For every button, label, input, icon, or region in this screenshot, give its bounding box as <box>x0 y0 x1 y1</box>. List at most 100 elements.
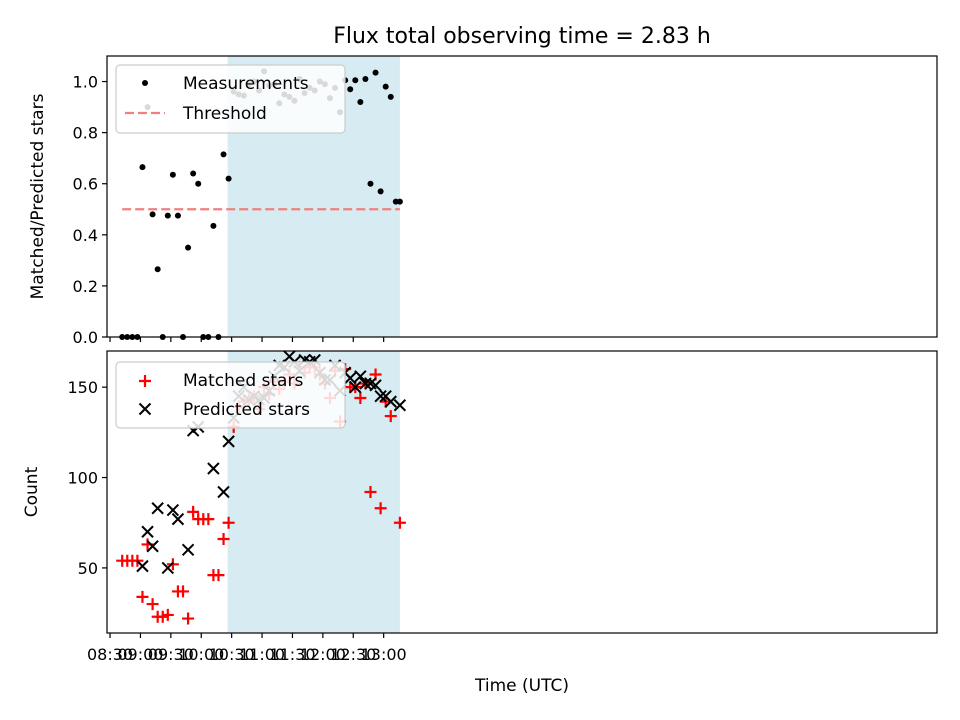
xtick-label: 12:00 <box>300 645 346 664</box>
bottom-y-ticks: 50 100 150 <box>67 378 107 578</box>
predicted-star-point <box>222 435 235 448</box>
measurement-point <box>190 170 197 177</box>
xtick-label: 09:00 <box>117 645 163 664</box>
measurement-point <box>220 151 227 158</box>
legend-measurement-marker <box>142 80 148 86</box>
bottom-legend-box <box>115 361 346 429</box>
matched-star-point <box>187 505 200 518</box>
predicted-star-point <box>384 395 397 408</box>
top-legend-box <box>115 64 346 134</box>
bottom-ytick-label: 150 <box>67 378 98 397</box>
measurement-point <box>225 175 232 182</box>
measurement-point <box>357 98 364 105</box>
predicted-star-point <box>359 377 372 390</box>
bottom-x-ticks: 08:3009:0009:3010:0010:3011:0011:3012:00… <box>87 633 407 664</box>
predicted-star-point <box>166 503 180 517</box>
matched-star-point <box>177 585 190 598</box>
measurement-point <box>396 198 403 205</box>
matched-star-point <box>136 590 149 603</box>
top-ytick-label: 1.0 <box>73 73 98 92</box>
predicted-star-point <box>171 512 185 526</box>
predicted-star-point <box>161 561 175 575</box>
measurement-point <box>174 212 181 219</box>
xtick-label: 12:30 <box>330 645 376 664</box>
predicted-star-point <box>136 559 149 573</box>
predicted-star-point <box>369 379 382 392</box>
bottom-ytick-label: 100 <box>67 469 98 488</box>
measurement-point <box>149 211 156 218</box>
matched-star-point <box>217 533 230 545</box>
top-legend: Measurements Threshold <box>115 64 346 134</box>
predicted-star-point <box>207 462 220 475</box>
xtick-label: 11:30 <box>269 645 315 664</box>
measurement-point <box>387 93 394 100</box>
matched-star-point <box>146 598 159 611</box>
matched-star-point <box>393 516 406 529</box>
top-ytick-label: 0.2 <box>73 277 98 296</box>
predicted-star-point <box>349 380 362 394</box>
measurement-point <box>382 83 389 90</box>
top-ytick-label: 0.6 <box>73 175 98 194</box>
matched-star-point <box>364 486 377 498</box>
top-y-axis-label: Matched/Predicted stars <box>28 93 48 299</box>
xtick-label: 10:30 <box>209 645 255 664</box>
matched-star-point <box>222 516 235 529</box>
matched-star-point <box>374 502 387 515</box>
top-panel: 0.0 0.2 0.4 0.6 0.8 1.0 Matched/Predicted sta… <box>28 55 938 347</box>
top-ytick-label: 0.4 <box>73 226 98 245</box>
matched-star-point <box>166 558 179 571</box>
xtick-label: 13:00 <box>361 645 407 664</box>
top-ytick-label: 0.8 <box>73 124 98 143</box>
measurement-point <box>185 244 192 251</box>
predicted-star-point <box>217 485 230 499</box>
legend-matched-label: Matched stars <box>183 371 303 391</box>
bottom-ytick-label: 50 <box>78 559 98 578</box>
x-axis-label: Time (UTC) <box>474 676 569 696</box>
matched-star-point <box>212 569 225 582</box>
matched-star-point <box>182 612 195 625</box>
measurement-point <box>195 180 202 187</box>
matched-star-point <box>384 410 397 423</box>
matched-star-point <box>202 513 215 526</box>
measurement-point <box>164 212 171 219</box>
measurement-point <box>154 266 161 273</box>
chart-title: Flux total observing time = 2.83 h <box>333 24 711 49</box>
predicted-star-point <box>151 502 164 515</box>
matched-star-point <box>161 608 174 621</box>
matched-star-point <box>354 392 367 404</box>
legend-measurements-label: Measurements <box>183 74 309 94</box>
measurement-point <box>347 86 354 93</box>
legend-threshold-label: Threshold <box>182 104 267 124</box>
measurement-point <box>210 222 217 229</box>
xtick-label: 08:30 <box>87 645 133 664</box>
xtick-label: 09:30 <box>148 645 194 664</box>
predicted-star-point <box>181 543 195 557</box>
predicted-star-point <box>146 540 159 553</box>
bottom-axes-frame <box>106 350 938 634</box>
xtick-label: 10:00 <box>178 645 224 664</box>
measurement-point <box>367 180 374 187</box>
top-axes-frame <box>106 55 938 338</box>
measurement-point <box>372 69 379 76</box>
bottom-legend: Matched stars Predicted stars <box>115 361 346 429</box>
bottom-y-axis-label: Count <box>22 466 42 517</box>
top-y-ticks: 0.0 0.2 0.4 0.6 0.8 1.0 <box>73 73 107 347</box>
legend-predicted-label: Predicted stars <box>183 400 310 420</box>
top-x-ticks <box>109 337 385 342</box>
measurement-point <box>362 75 369 82</box>
legend-matched-marker <box>139 375 151 387</box>
measurement-point <box>352 77 359 84</box>
top-ytick-label: 0.0 <box>73 328 98 347</box>
predicted-star-point <box>141 525 154 538</box>
measurement-point <box>169 171 176 178</box>
predicted-star-point <box>374 389 387 403</box>
predicted-star-point <box>354 370 367 383</box>
predicted-star-point <box>393 399 407 412</box>
measurement-point <box>139 164 146 171</box>
predicted-star-point <box>344 371 357 385</box>
xtick-label: 11:00 <box>239 645 285 664</box>
measurement-point <box>377 188 384 195</box>
legend-predicted-marker <box>138 402 152 416</box>
